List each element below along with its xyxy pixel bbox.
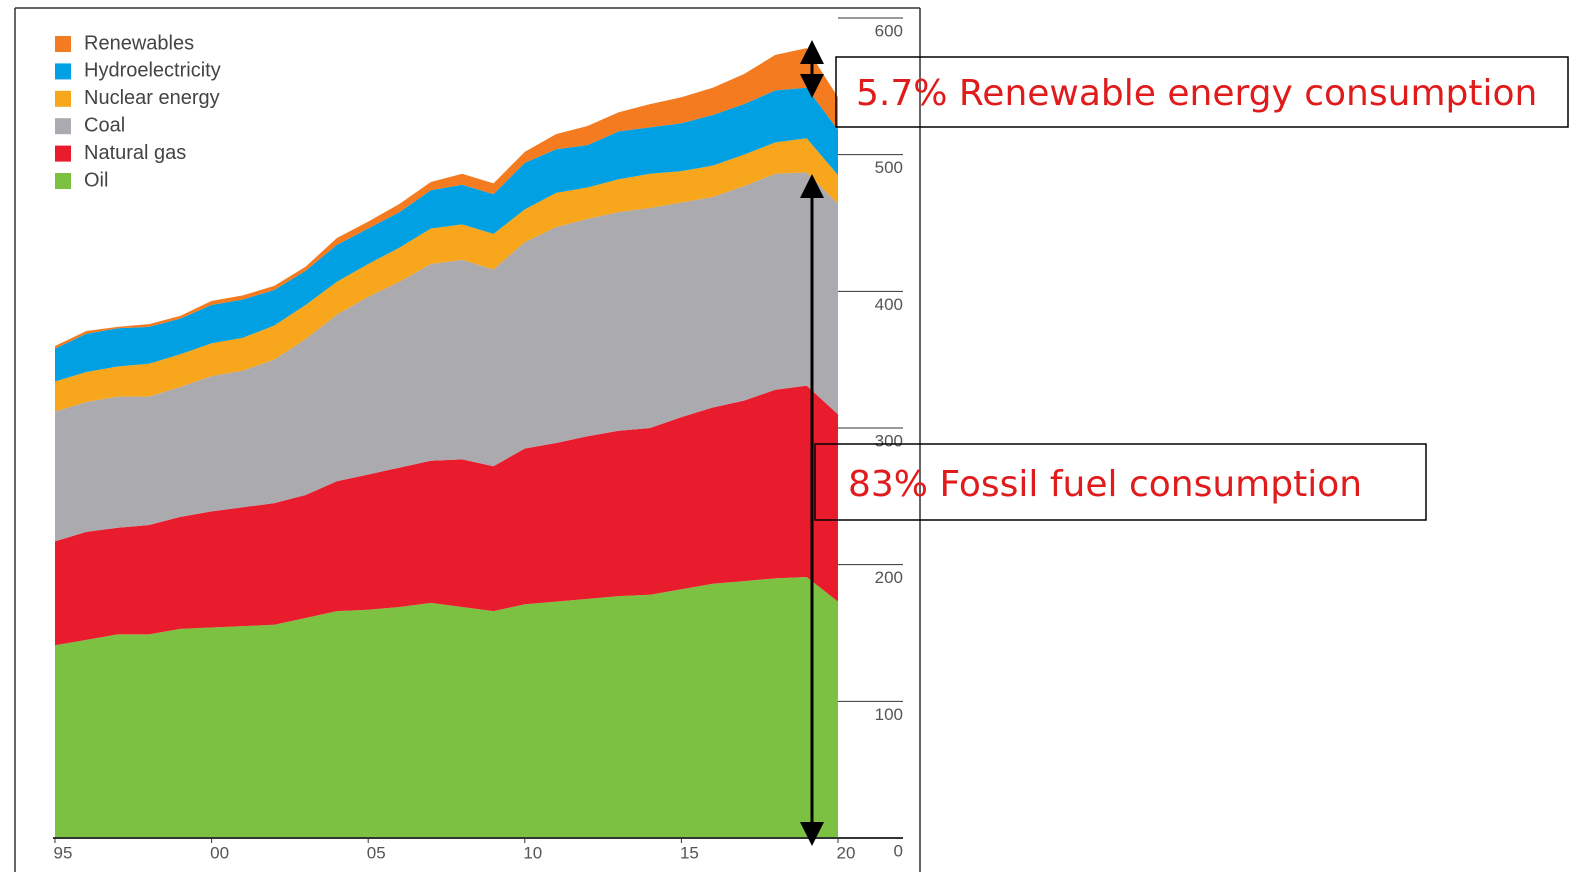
- x-tick-label: 00: [210, 843, 229, 862]
- legend-swatch: [55, 90, 71, 107]
- legend-swatch: [55, 36, 71, 52]
- y-tick-label: 300: [875, 431, 903, 450]
- y-tick-label: 100: [875, 705, 903, 724]
- x-tick-label: 05: [367, 843, 386, 862]
- legend-swatch: [55, 63, 71, 80]
- legend-swatch: [55, 173, 71, 189]
- area: [55, 576, 838, 838]
- y-tick-label: 200: [875, 568, 903, 587]
- y-tick-label: 0: [894, 841, 903, 860]
- area: [55, 172, 838, 542]
- y-tick-label: 500: [875, 158, 903, 177]
- legend-label: Nuclear energy: [84, 87, 220, 109]
- legend-label: Natural gas: [84, 142, 186, 164]
- legend-label: Hydroelectricity: [84, 60, 221, 82]
- legend-label: Oil: [84, 169, 108, 191]
- areas: [55, 48, 838, 838]
- legend-swatch: [55, 118, 71, 135]
- annotation: 5.7% Renewable energy consumption: [856, 73, 1537, 114]
- y-tick-label: 600: [875, 21, 903, 40]
- area: [55, 385, 838, 646]
- x-tick-label: 20: [837, 843, 856, 862]
- annotation-box: [835, 56, 1569, 128]
- x-tick-label: 15: [680, 843, 699, 862]
- area: [55, 48, 838, 349]
- x-tick-label: 10: [523, 843, 542, 862]
- legend-label: Coal: [84, 114, 125, 136]
- legend-label: Renewables: [84, 32, 194, 54]
- annotation: 83% Fossil fuel consumption: [848, 464, 1362, 505]
- y-tick-label: 400: [875, 295, 903, 314]
- legend: Oil Natural gas Coal Nuclear energy Hydroele…: [55, 32, 221, 191]
- x-tick-label: 95: [54, 843, 73, 862]
- axes: 0 100 200 300 400 500 600 95 00 05 10 15 20: [14, 7, 921, 872]
- area: [55, 87, 838, 382]
- area: [55, 138, 838, 412]
- legend-swatch: [55, 145, 71, 162]
